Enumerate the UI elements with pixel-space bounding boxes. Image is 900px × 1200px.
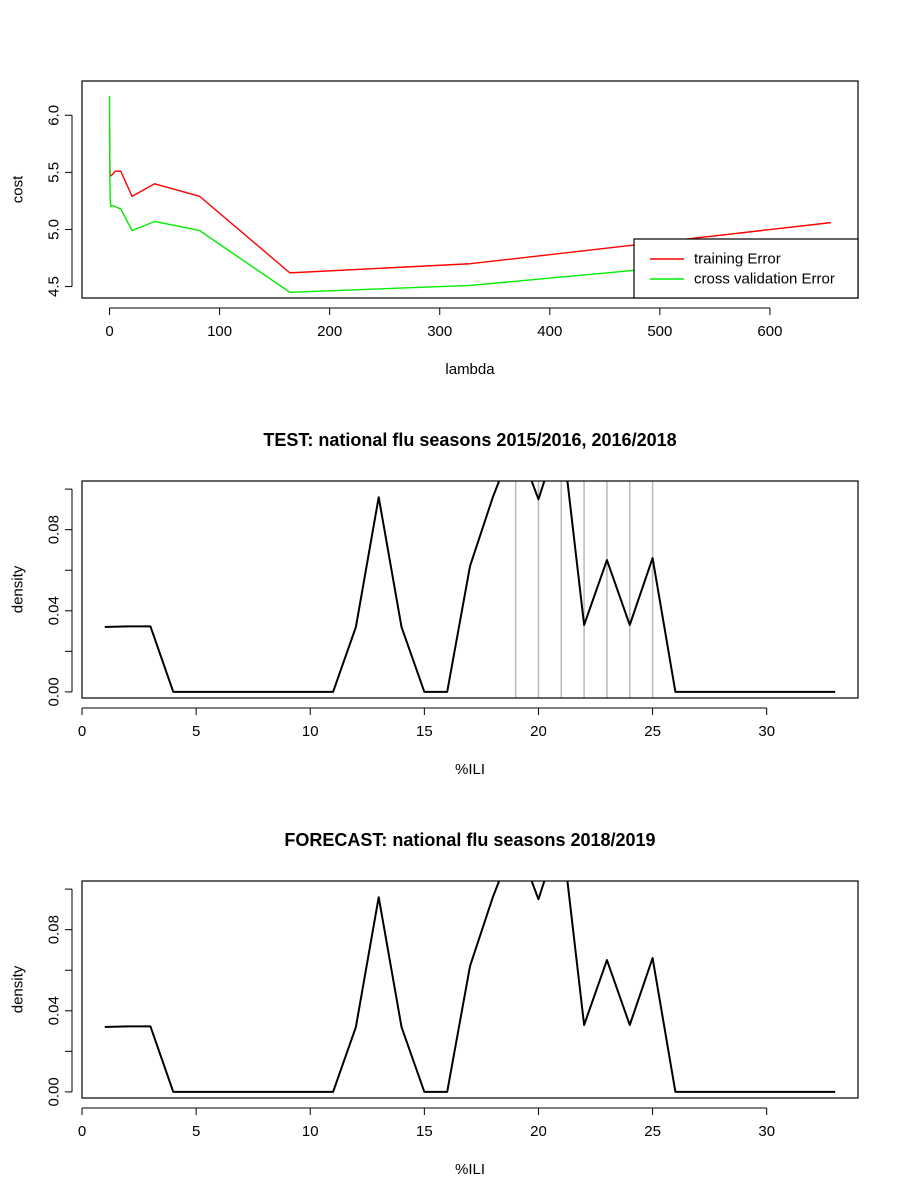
plot-panel-forecast: FORECAST: national flu seasons 2018/2019… — [10, 830, 859, 1178]
x-tick-label: 0 — [78, 1123, 86, 1140]
x-tick-label: 5 — [192, 723, 200, 740]
chart-title: FORECAST: national flu seasons 2018/2019 — [284, 830, 655, 850]
series-line-density — [104, 481, 836, 693]
y-axis-label: density — [10, 565, 27, 613]
y-tick-label: 0.08 — [46, 515, 63, 544]
y-axis-label: density — [10, 965, 27, 1013]
plot-frame — [81, 880, 859, 1099]
chart-title: TEST: national flu seasons 2015/2016, 20… — [263, 430, 676, 450]
x-tick-label: 25 — [644, 723, 661, 740]
x-tick-label: 10 — [302, 1123, 319, 1140]
y-axis-label: cost — [10, 175, 27, 203]
x-tick-label: 15 — [416, 723, 433, 740]
y-tick-label: 5.5 — [46, 162, 63, 183]
legend-label: cross validation Error — [694, 271, 835, 288]
y-tick-label: 4.5 — [46, 276, 63, 297]
x-tick-label: 500 — [647, 323, 672, 340]
x-tick-label: 0 — [105, 323, 113, 340]
x-tick-label: 0 — [78, 723, 86, 740]
y-tick-label: 0.08 — [46, 915, 63, 944]
x-tick-label: 300 — [427, 323, 452, 340]
series-line-cross-validation-error — [108, 95, 831, 293]
y-tick-label: 6.0 — [46, 105, 63, 126]
x-tick-label: 5 — [192, 1123, 200, 1140]
x-tick-label: 20 — [530, 1123, 547, 1140]
x-axis-label: lambda — [445, 361, 495, 378]
x-tick-label: 20 — [530, 723, 547, 740]
plot-frame — [81, 480, 859, 699]
x-tick-label: 400 — [537, 323, 562, 340]
x-tick-label: 600 — [757, 323, 782, 340]
x-tick-label: 100 — [207, 323, 232, 340]
x-axis-label: %ILI — [455, 1161, 485, 1178]
legend-box — [633, 238, 859, 299]
x-tick-label: 30 — [758, 1123, 775, 1140]
plot-panel-test: TEST: national flu seasons 2015/2016, 20… — [10, 430, 859, 778]
y-tick-label: 0.00 — [46, 677, 63, 706]
x-axis-label: %ILI — [455, 761, 485, 778]
legend-label: training Error — [694, 251, 781, 268]
y-tick-label: 0.00 — [46, 1077, 63, 1106]
plot-panel-cost: 0 100 200 300 400 500 600 lambda 4.5 5.0 5.5 6.0 cos… — [10, 80, 859, 378]
x-tick-label: 10 — [302, 723, 319, 740]
legend: training Error cross validation Error — [633, 238, 859, 299]
y-tick-label: 0.04 — [46, 596, 63, 625]
x-tick-label: 25 — [644, 1123, 661, 1140]
y-tick-label: 0.04 — [46, 996, 63, 1025]
x-tick-label: 15 — [416, 1123, 433, 1140]
x-tick-label: 200 — [317, 323, 342, 340]
y-tick-label: 5.0 — [46, 219, 63, 240]
plot-frame — [81, 80, 859, 299]
x-tick-label: 30 — [758, 723, 775, 740]
series-line-density — [104, 881, 836, 1093]
